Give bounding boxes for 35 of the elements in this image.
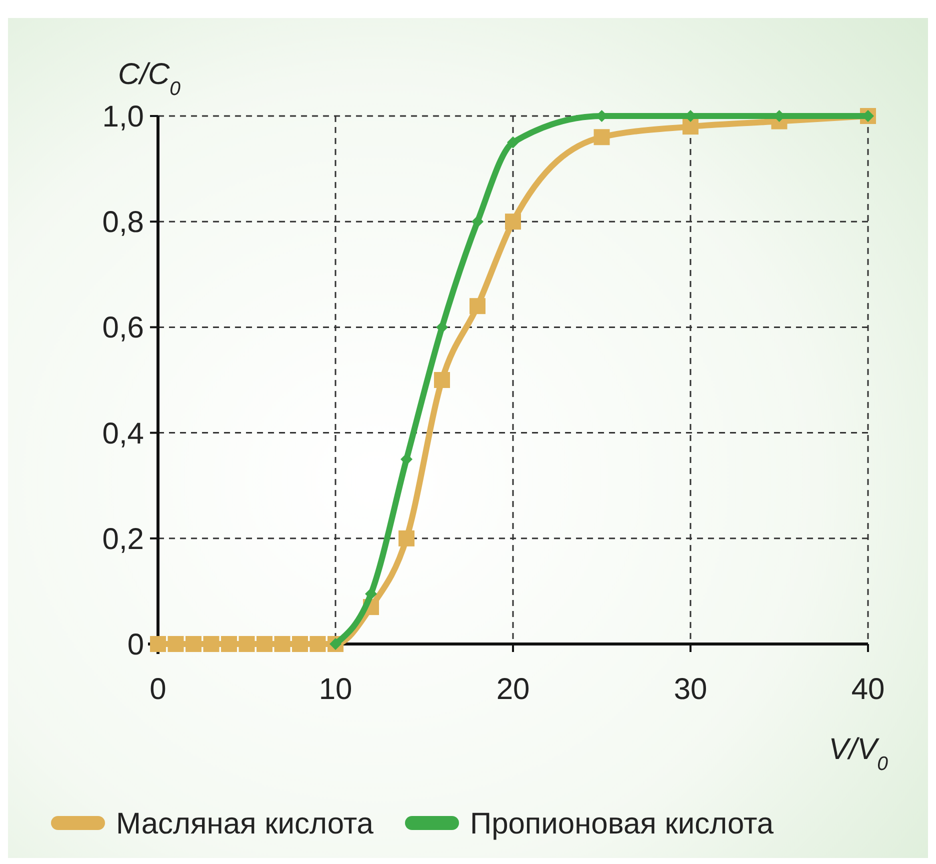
point [398, 530, 414, 546]
point [682, 118, 698, 135]
point [238, 636, 255, 652]
y-tick-label: 0,2 [102, 522, 144, 556]
y-tick-label: 1,0 [102, 100, 144, 134]
point [274, 636, 290, 652]
point [186, 636, 202, 652]
y-tick-label: 0,8 [102, 206, 144, 240]
x-tick-label: 40 [851, 673, 885, 706]
y-tick-label: 0,6 [102, 312, 144, 345]
point [256, 636, 272, 652]
x-axis-title: V/V$_{0}$ [828, 733, 888, 775]
legend-label: Пропионовая кислота [470, 808, 774, 840]
y-tick-label: 0 [127, 628, 144, 662]
point [365, 588, 377, 600]
point [203, 636, 220, 652]
x-tick-label: 10 [318, 673, 352, 706]
point [310, 636, 326, 652]
point [507, 136, 519, 148]
point [221, 636, 237, 652]
point [434, 372, 450, 388]
x-tick-label: 30 [674, 673, 708, 706]
point [436, 321, 448, 334]
point [150, 636, 166, 652]
y-tick-label: 0,4 [102, 417, 144, 450]
x-tick-label: 0 [150, 673, 166, 706]
point [168, 636, 184, 652]
x-tick-label: 20 [496, 673, 530, 706]
point [505, 214, 521, 230]
point [470, 298, 486, 314]
point [292, 636, 308, 652]
legend-label: Масляная кислота [116, 808, 374, 840]
point [472, 216, 484, 228]
point [594, 129, 610, 146]
y-axis-title: C/C$_{0}$ [118, 58, 181, 100]
